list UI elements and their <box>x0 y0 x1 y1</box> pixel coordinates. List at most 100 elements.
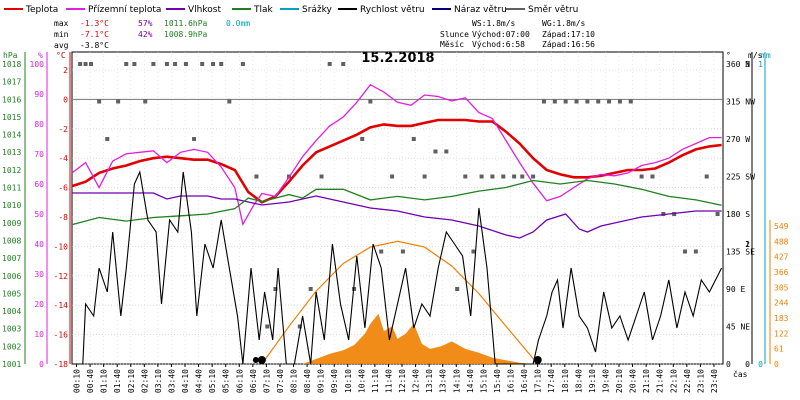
wind-dir-point <box>433 149 438 154</box>
pressure-tick-label: 1012 <box>2 166 21 175</box>
radiation-area <box>302 313 534 364</box>
sunset-time: Západ:17:10 <box>542 30 595 39</box>
humidity-tick-label: 50 <box>34 210 44 219</box>
wind-direction-tick-label: 0 <box>726 360 731 369</box>
pressure-tick-label: 1011 <box>2 184 21 193</box>
stat-avg-temp: -3.8°C <box>80 41 109 50</box>
wind-dir-point <box>520 174 525 179</box>
wind-direction-axis: ° 0 45 NE 90 E 135 SE 180 S 225 SW 270 W 315 NW 3… <box>726 51 755 369</box>
x-axis-label: čas <box>733 369 748 379</box>
series-wind_speed-line <box>72 170 723 365</box>
temperature-tick-label: -4 <box>58 154 68 163</box>
x-tick-label: 01:40 <box>113 369 122 393</box>
temperature-axis: °C -18 -16 -14 -12 -10 -8 -6 -4 -2 0 2 <box>54 51 71 369</box>
wind-dir-point <box>219 62 224 66</box>
wind-speed-tick-label: 0 <box>745 360 750 369</box>
x-tick-label: 14:10 <box>452 369 461 393</box>
x-tick-label: 08:10 <box>290 369 299 393</box>
series-lines <box>71 83 723 365</box>
wind-dir-point <box>715 212 720 216</box>
x-tick-label: 05:10 <box>208 369 217 393</box>
pressure-tick-label: 1015 <box>2 113 21 122</box>
x-tick-label: 03:10 <box>154 369 163 393</box>
wind-dir-point <box>400 249 405 254</box>
wind-dir-point <box>693 249 698 254</box>
x-tick-label: 06:40 <box>249 369 258 393</box>
x-tick-label: 20:40 <box>629 369 638 393</box>
wind-direction-axis-unit: ° <box>726 51 731 60</box>
x-tick-label: 07:10 <box>262 369 271 393</box>
humidity-tick-label: 80 <box>34 120 44 129</box>
x-tick-label: 00:40 <box>86 369 95 393</box>
temperature-tick-label: -18 <box>54 360 69 369</box>
sun-marker <box>257 356 266 364</box>
x-tick-label: 02:10 <box>127 369 136 393</box>
info-block: WS:1.8m/s WG:1.8m/s Slunce Východ:07:00 … <box>440 19 595 49</box>
humidity-tick-label: 30 <box>34 270 44 279</box>
wind-direction-tick-label: 225 SW <box>726 173 755 182</box>
pressure-tick-label: 1003 <box>2 325 21 334</box>
stat-max-pressure: 1011.6hPa <box>164 19 208 28</box>
wind-dir-point <box>78 62 83 66</box>
wind-dir-point <box>83 62 88 66</box>
stat-min-humidity: 42% <box>138 30 153 39</box>
sun-markers <box>252 356 542 364</box>
wind-direction-tick-label: 270 W <box>726 135 750 144</box>
wind-gust-info: WG:1.8m/s <box>542 19 586 28</box>
wind-dir-point <box>444 149 449 154</box>
stat-max-humidity: 57% <box>138 19 153 28</box>
stat-min-label: min <box>54 30 69 39</box>
wind-dir-point <box>132 62 137 66</box>
series-dewpoint-line <box>71 83 722 227</box>
sun-tick-label: 488 <box>774 237 789 246</box>
wind-dir-point <box>563 99 568 104</box>
legend: Teplota Přízemní teplota Vlhkost Tlak Sr… <box>4 5 578 15</box>
temperature-tick-label: -16 <box>54 331 69 340</box>
humidity-tick-label: 10 <box>34 330 44 339</box>
sun-tick-label: 122 <box>774 329 789 338</box>
stat-min-pressure: 1008.9hPa <box>164 30 208 39</box>
x-tick-label: 22:40 <box>683 369 692 393</box>
temperature-tick-label: -8 <box>58 213 68 222</box>
wind-dir-point <box>164 62 169 66</box>
stat-avg-label: avg <box>54 41 69 50</box>
wind-dir-point <box>479 174 484 179</box>
sun-tick-label: 549 <box>774 222 789 231</box>
x-tick-label: 00:10 <box>73 369 82 393</box>
x-tick-label: 14:40 <box>466 369 475 393</box>
wind-dir-point <box>683 249 688 254</box>
wind-dir-point <box>512 174 517 179</box>
sun-tick-label: 0 <box>774 360 779 369</box>
series-radiation-area <box>302 313 534 364</box>
wind-dir-point <box>607 99 612 104</box>
wind-dir-point <box>455 287 460 291</box>
x-tick-label: 18:10 <box>561 369 570 393</box>
wind-dir-point <box>552 99 557 104</box>
series-temperature-line <box>71 118 722 204</box>
wind-dir-point <box>628 99 633 104</box>
x-tick-label: 04:10 <box>181 369 190 393</box>
humidity-tick-label: 70 <box>34 150 44 159</box>
wind-dir-point <box>379 249 384 254</box>
wind-dir-point <box>360 137 365 141</box>
wind-speed-tick-label: 1 <box>745 240 750 249</box>
x-tick-label: 10:10 <box>344 369 353 393</box>
pressure-tick-label: 1016 <box>2 95 21 104</box>
wind-dir-point <box>105 137 110 141</box>
pressure-tick-label: 1014 <box>2 131 21 140</box>
wind-dir-point <box>617 99 622 104</box>
x-tick-label: 12:10 <box>398 369 407 393</box>
x-tick-label: 16:10 <box>507 369 516 393</box>
precip-tick-label: 1 <box>758 60 763 69</box>
wind-dir-point <box>97 99 102 104</box>
humidity-tick-label: 40 <box>34 240 44 249</box>
wind-direction-tick-label: 360 N <box>726 60 750 69</box>
wind-dir-point <box>639 174 644 179</box>
sun-label: Slunce <box>440 30 469 39</box>
x-tick-label: 10:40 <box>357 369 366 393</box>
legend-label-wind-gust: Náraz větru <box>454 5 507 15</box>
sun-elevation-curve <box>261 240 539 365</box>
x-tick-label: 03:40 <box>167 369 176 393</box>
